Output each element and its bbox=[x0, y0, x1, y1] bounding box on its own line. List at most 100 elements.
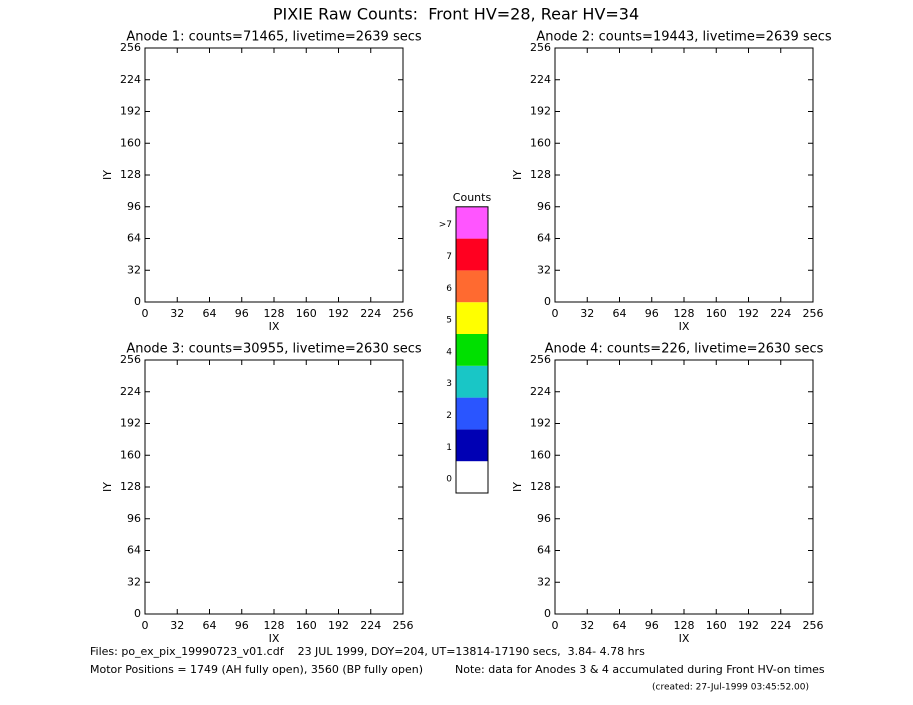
y-tick-label: 160 bbox=[120, 448, 141, 461]
x-tick-label: 224 bbox=[770, 307, 791, 320]
x-tick-label: 128 bbox=[674, 307, 695, 320]
y-tick-label: 96 bbox=[537, 512, 551, 525]
y-tick-label: 64 bbox=[127, 232, 141, 245]
y-tick-label: 160 bbox=[530, 136, 551, 149]
colorbar-swatch bbox=[456, 302, 488, 334]
y-tick-label: 32 bbox=[537, 575, 551, 588]
y-tick-label: 96 bbox=[537, 200, 551, 213]
x-tick-label: 0 bbox=[552, 619, 559, 632]
panel-title: Anode 4: counts=226, livetime=2630 secs bbox=[545, 342, 824, 357]
x-tick-label: 160 bbox=[706, 307, 727, 320]
y-tick-label: 128 bbox=[120, 168, 141, 181]
x-tick-label: 64 bbox=[613, 307, 627, 320]
x-tick-label: 96 bbox=[235, 619, 249, 632]
y-tick-label: 192 bbox=[120, 105, 141, 118]
colorbar-swatch bbox=[456, 429, 488, 462]
y-tick-label: 64 bbox=[127, 544, 141, 557]
x-tick-label: 160 bbox=[706, 619, 727, 632]
x-axis-label: IX bbox=[269, 320, 280, 333]
x-tick-label: 96 bbox=[645, 307, 659, 320]
x-tick-label: 0 bbox=[142, 307, 149, 320]
footer-note: Note: data for Anodes 3 & 4 accumulated … bbox=[455, 663, 825, 676]
y-tick-label: 128 bbox=[530, 168, 551, 181]
colorbar-label: 2 bbox=[446, 411, 452, 421]
y-tick-label: 224 bbox=[120, 73, 141, 86]
x-axis-label: IX bbox=[269, 632, 280, 645]
x-tick-label: 64 bbox=[613, 619, 627, 632]
x-tick-label: 128 bbox=[674, 619, 695, 632]
colorbar-label: 0 bbox=[446, 475, 452, 485]
x-tick-label: 64 bbox=[203, 619, 217, 632]
colorbar-swatch bbox=[456, 461, 488, 493]
y-tick-label: 128 bbox=[120, 480, 141, 493]
x-tick-label: 256 bbox=[393, 619, 414, 632]
colorbar-swatch bbox=[456, 397, 488, 430]
panel-title: Anode 2: counts=19443, livetime=2639 sec… bbox=[536, 30, 832, 45]
colorbar-label: 5 bbox=[446, 316, 452, 326]
colorbar-label: 1 bbox=[446, 443, 452, 453]
x-axis-label: IX bbox=[679, 320, 690, 333]
y-axis-label: IY bbox=[511, 482, 524, 492]
y-tick-label: 96 bbox=[127, 200, 141, 213]
y-tick-label: 64 bbox=[537, 544, 551, 557]
y-axis-label: IY bbox=[511, 170, 524, 180]
y-axis-label: IY bbox=[101, 170, 114, 180]
x-tick-label: 256 bbox=[803, 619, 824, 632]
x-tick-label: 0 bbox=[552, 307, 559, 320]
panel-title: Anode 1: counts=71465, livetime=2639 sec… bbox=[126, 30, 422, 45]
colorbar-label: 7 bbox=[446, 252, 452, 262]
x-tick-label: 192 bbox=[328, 619, 349, 632]
y-tick-label: 224 bbox=[530, 73, 551, 86]
panel-title: Anode 3: counts=30955, livetime=2630 sec… bbox=[126, 342, 422, 357]
y-tick-label: 160 bbox=[120, 136, 141, 149]
y-tick-label: 0 bbox=[134, 295, 141, 308]
x-tick-label: 32 bbox=[170, 307, 184, 320]
y-tick-label: 160 bbox=[530, 448, 551, 461]
x-tick-label: 192 bbox=[328, 307, 349, 320]
x-tick-label: 128 bbox=[264, 307, 285, 320]
colorbar-swatch bbox=[456, 334, 488, 366]
footer-files: Files: po_ex_pix_19990723_v01.cdf 23 JUL… bbox=[90, 645, 645, 658]
x-tick-label: 224 bbox=[360, 307, 381, 320]
x-tick-label: 160 bbox=[296, 619, 317, 632]
y-tick-label: 32 bbox=[127, 263, 141, 276]
y-tick-label: 256 bbox=[120, 353, 141, 366]
x-tick-label: 224 bbox=[360, 619, 381, 632]
colorbar-label: 6 bbox=[446, 284, 452, 294]
x-axis-label: IX bbox=[679, 632, 690, 645]
x-tick-label: 96 bbox=[645, 619, 659, 632]
y-tick-label: 256 bbox=[530, 41, 551, 54]
y-tick-label: 32 bbox=[537, 263, 551, 276]
x-tick-label: 96 bbox=[235, 307, 249, 320]
y-tick-label: 192 bbox=[530, 417, 551, 430]
footer-created: (created: 27-Jul-1999 03:45:52.00) bbox=[652, 683, 809, 693]
colorbar-swatch bbox=[456, 270, 488, 303]
x-tick-label: 192 bbox=[738, 619, 759, 632]
y-tick-label: 128 bbox=[530, 480, 551, 493]
y-tick-label: 32 bbox=[127, 575, 141, 588]
x-tick-label: 256 bbox=[393, 307, 414, 320]
x-tick-label: 32 bbox=[170, 619, 184, 632]
y-tick-label: 192 bbox=[530, 105, 551, 118]
y-tick-label: 256 bbox=[120, 41, 141, 54]
y-axis-label: IY bbox=[101, 482, 114, 492]
colorbar-swatch bbox=[456, 365, 488, 398]
colorbar-swatch bbox=[456, 238, 488, 271]
x-tick-label: 128 bbox=[264, 619, 285, 632]
y-tick-label: 0 bbox=[134, 607, 141, 620]
colorbar-label: 3 bbox=[446, 379, 452, 389]
x-tick-label: 160 bbox=[296, 307, 317, 320]
colorbar-label: 4 bbox=[446, 347, 452, 357]
y-tick-label: 224 bbox=[530, 385, 551, 398]
page-title: PIXIE Raw Counts: Front HV=28, Rear HV=3… bbox=[273, 5, 639, 24]
colorbar-frame bbox=[455, 206, 489, 494]
x-tick-label: 192 bbox=[738, 307, 759, 320]
x-tick-label: 256 bbox=[803, 307, 824, 320]
y-tick-label: 64 bbox=[537, 232, 551, 245]
x-tick-label: 32 bbox=[580, 619, 594, 632]
y-tick-label: 96 bbox=[127, 512, 141, 525]
x-tick-label: 64 bbox=[203, 307, 217, 320]
y-tick-label: 0 bbox=[544, 607, 551, 620]
footer-motor: Motor Positions = 1749 (AH fully open), … bbox=[90, 663, 423, 676]
